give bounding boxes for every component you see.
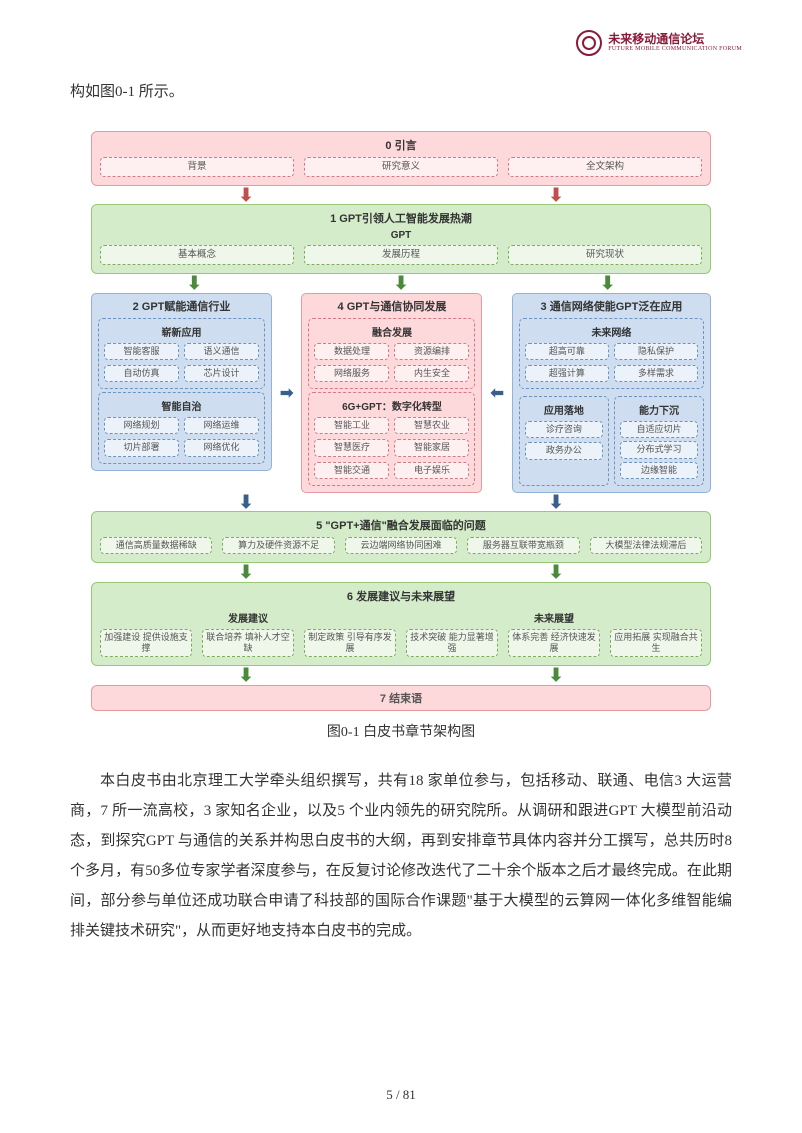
chip: 加强建设 提供设施支撑	[100, 629, 192, 658]
chip: 智能交通	[314, 462, 389, 479]
chip: 算力及硬件资源不足	[222, 537, 334, 554]
org-name-en: FUTURE MOBILE COMMUNICATION FORUM	[608, 46, 742, 53]
chip: 网络运维	[184, 417, 259, 434]
block-3-g2a-sub: 应用落地	[525, 402, 603, 417]
block-6-title: 6 发展建议与未来展望	[100, 588, 702, 604]
chip: 体系完善 经济快速发展	[508, 629, 600, 658]
chip: 边缘智能	[620, 462, 698, 479]
block-6: 6 发展建议与未来展望 发展建议 加强建设 提供设施支撑 联合培养 填补人才空缺…	[91, 582, 711, 667]
chip: 超强计算	[525, 365, 609, 382]
block-2-title: 2 GPT赋能通信行业	[98, 298, 265, 314]
org-logo-icon	[576, 30, 602, 56]
chip: 网络规划	[104, 417, 179, 434]
arrow-down-icon: ⬇	[548, 565, 563, 579]
org-name-zh: 未来移动通信论坛	[608, 33, 742, 46]
block-4: 4 GPT与通信协同发展 融合发展 数据处理 资源编排 网络服务 内生安全 6G…	[301, 293, 482, 493]
org-header: 未来移动通信论坛 FUTURE MOBILE COMMUNICATION FOR…	[576, 30, 742, 56]
chip: 智慧医疗	[314, 439, 389, 456]
chip: 网络服务	[314, 365, 389, 382]
architecture-diagram: 0 引言 背景 研究意义 全文架构 ⬇ ⬇ 1 GPT引领人工智能发展热潮 GP…	[91, 131, 711, 711]
block-4-g1-sub: 融合发展	[314, 324, 469, 339]
block-2-g1-sub: 崭新应用	[104, 324, 259, 339]
chip: 研究意义	[304, 157, 498, 177]
block-7: 7 结束语	[91, 685, 711, 711]
chip: 研究现状	[508, 245, 702, 265]
arrow-down-icon: ⬇	[238, 188, 253, 202]
chip: 资源编排	[394, 343, 469, 360]
chip: 发展历程	[304, 245, 498, 265]
chip: 智能工业	[314, 417, 389, 434]
chip: 多样需求	[614, 365, 698, 382]
chip: 应用拓展 实现融合共生	[610, 629, 702, 658]
chip: 切片部署	[104, 439, 179, 456]
arrow-down-icon: ⬇	[238, 565, 253, 579]
middle-columns: 2 GPT赋能通信行业 崭新应用 智能客服 语义通信 自动仿真 芯片设计 智能自…	[91, 293, 711, 493]
block-0-intro: 0 引言 背景 研究意义 全文架构	[91, 131, 711, 186]
chip: 联合培养 填补人才空缺	[202, 629, 294, 658]
block-1-title: 1 GPT引领人工智能发展热潮	[100, 210, 702, 226]
arrow-down-icon: ⬇	[187, 276, 202, 290]
block-1-gpt: 1 GPT引领人工智能发展热潮 GPT 基本概念 发展历程 研究现状	[91, 204, 711, 274]
chip: 自动仿真	[104, 365, 179, 382]
block-3-g1-sub: 未来网络	[525, 324, 698, 339]
chip: 智能家居	[394, 439, 469, 456]
block-2: 2 GPT赋能通信行业 崭新应用 智能客服 语义通信 自动仿真 芯片设计 智能自…	[91, 293, 272, 471]
arrow-down-icon: ⬇	[600, 276, 615, 290]
arrow-left-icon: ⬅	[488, 293, 505, 493]
chip: 数据处理	[314, 343, 389, 360]
chip: 语义通信	[184, 343, 259, 360]
chip: 服务器互联带宽瓶颈	[467, 537, 579, 554]
block-6-right-sub: 未来展望	[406, 610, 702, 625]
block-3: 3 通信网络使能GPT泛在应用 未来网络 超高可靠 隐私保护 超强计算 多样需求…	[512, 293, 711, 493]
block-4-g2-sub: 6G+GPT：数字化转型	[314, 398, 469, 413]
arrow-down-icon: ⬇	[238, 495, 253, 509]
figure-caption: 图0-1 白皮书章节架构图	[70, 721, 732, 741]
block-4-title: 4 GPT与通信协同发展	[308, 298, 475, 314]
chip: 大模型法律法规滞后	[590, 537, 702, 554]
body-paragraph: 本白皮书由北京理工大学牵头组织撰写，共有18 家单位参与，包括移动、联通、电信3…	[70, 766, 732, 946]
arrow-down-icon: ⬇	[238, 668, 253, 682]
block-6-left-sub: 发展建议	[100, 610, 396, 625]
continuation-text: 构如图0-1 所示。	[70, 80, 732, 101]
chip: 隐私保护	[614, 343, 698, 360]
block-0-title: 0 引言	[100, 137, 702, 153]
chip: 芯片设计	[184, 365, 259, 382]
arrow-down-icon: ⬇	[548, 668, 563, 682]
chip: 智能客服	[104, 343, 179, 360]
block-5-title: 5 "GPT+通信"融合发展面临的问题	[100, 517, 702, 533]
page-number: 5 / 81	[0, 1087, 802, 1103]
block-1-sub: GPT	[100, 230, 702, 241]
block-2-g2-sub: 智能自治	[104, 398, 259, 413]
chip: 全文架构	[508, 157, 702, 177]
arrow-right-icon: ➡	[278, 293, 295, 493]
chip: 内生安全	[394, 365, 469, 382]
arrow-down-icon: ⬇	[393, 276, 408, 290]
chip: 制定政策 引导有序发展	[304, 629, 396, 658]
chip: 分布式学习	[620, 441, 698, 458]
chip: 智慧农业	[394, 417, 469, 434]
block-5: 5 "GPT+通信"融合发展面临的问题 通信高质量数据稀缺 算力及硬件资源不足 …	[91, 511, 711, 563]
block-3-g2b-sub: 能力下沉	[620, 402, 698, 417]
chip: 通信高质量数据稀缺	[100, 537, 212, 554]
chip: 基本概念	[100, 245, 294, 265]
chip: 云边端网络协同困难	[345, 537, 457, 554]
chip: 背景	[100, 157, 294, 177]
chip: 诊疗咨询	[525, 421, 603, 438]
block-3-title: 3 通信网络使能GPT泛在应用	[519, 298, 704, 314]
chip: 技术突破 能力显著增强	[406, 629, 498, 658]
chip: 政务办公	[525, 442, 603, 459]
arrow-down-icon: ⬇	[548, 495, 563, 509]
chip: 网络优化	[184, 439, 259, 456]
chip: 电子娱乐	[394, 462, 469, 479]
arrow-down-icon: ⬇	[548, 188, 563, 202]
chip: 自适应切片	[620, 421, 698, 438]
chip: 超高可靠	[525, 343, 609, 360]
